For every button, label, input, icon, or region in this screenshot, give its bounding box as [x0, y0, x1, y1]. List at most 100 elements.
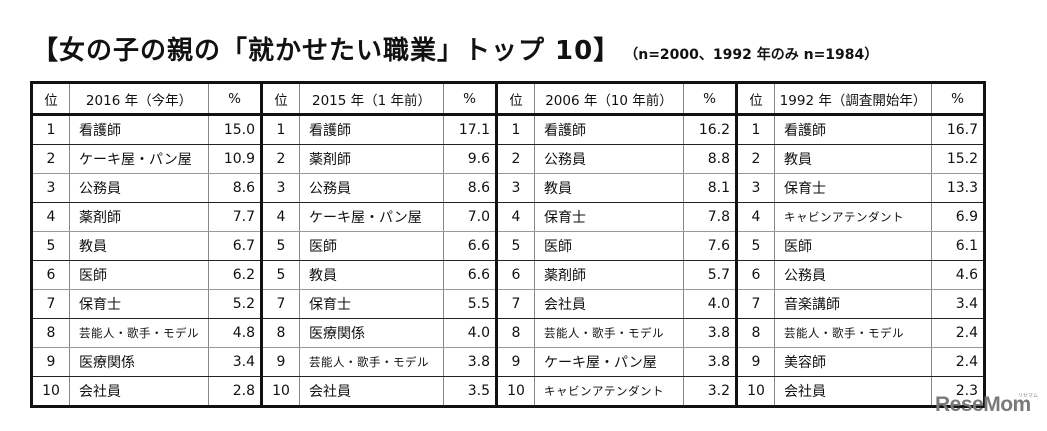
percent-cell: 4.0 [683, 289, 738, 319]
percent-cell: 3.2 [683, 376, 738, 407]
table-row: 8 芸能人・歌手・モデル 4.8 8 医療関係 4.0 8 芸能人・歌手・モデル 3.8 8 芸能人… [31, 318, 985, 348]
percent-cell: 15.0 [208, 114, 263, 145]
job-cell: 薬剤師 [69, 202, 209, 232]
rank-cell: 8 [736, 318, 775, 348]
rank-cell: 8 [31, 318, 70, 348]
percent-cell: 13.3 [931, 173, 985, 203]
table-row: 2 ケーキ屋・パン屋 10.9 2 薬剤師 9.6 2 公務員 8.8 2 教員 15.2 [31, 144, 985, 174]
rank-cell: 2 [31, 144, 70, 174]
percent-cell: 3.8 [683, 318, 738, 348]
percent-cell: 4.8 [208, 318, 263, 348]
rank-cell: 10 [31, 376, 70, 407]
rank-cell: 10 [261, 376, 300, 407]
job-cell: 医師 [774, 231, 932, 261]
job-cell: ケーキ屋・パン屋 [534, 347, 684, 377]
rank-cell: 5 [496, 231, 535, 261]
table-row: 5 教員 6.7 5 医師 6.6 5 医師 7.6 5 医師 6.1 [31, 231, 985, 261]
job-cell: 教員 [299, 260, 444, 290]
job-cell: 教員 [69, 231, 209, 261]
percent-cell: 6.1 [931, 231, 985, 261]
rank-cell: 6 [736, 260, 775, 290]
table-row: 1 看護師 15.0 1 看護師 17.1 1 看護師 16.2 1 看護師 16.7 [31, 114, 985, 145]
job-cell: 薬剤師 [534, 260, 684, 290]
rank-cell: 1 [736, 114, 775, 145]
rank-cell: 3 [496, 173, 535, 203]
header-rank-1992: 位 [736, 82, 775, 116]
percent-cell: 3.4 [208, 347, 263, 377]
percent-cell: 6.2 [208, 260, 263, 290]
rank-cell: 5 [736, 231, 775, 261]
job-cell: 医療関係 [69, 347, 209, 377]
page-title: 【女の子の親の「就かせたい職業」トップ 10】 （n=2000、1992 年のみ… [32, 30, 878, 67]
rank-cell: 8 [261, 318, 300, 348]
percent-cell: 6.9 [931, 202, 985, 232]
percent-cell: 6.7 [208, 231, 263, 261]
percent-cell: 10.9 [208, 144, 263, 174]
job-cell: 教員 [774, 144, 932, 174]
job-cell: 会社員 [299, 376, 444, 407]
table-header-row: 位 2016 年（今年） % 位 2015 年（1 年前） % 位 2006 年… [31, 82, 985, 116]
rank-cell: 9 [31, 347, 70, 377]
rank-cell: 2 [261, 144, 300, 174]
rank-cell: 8 [496, 318, 535, 348]
percent-cell: 3.8 [683, 347, 738, 377]
rank-cell: 9 [496, 347, 535, 377]
rank-cell: 5 [261, 231, 300, 261]
job-cell: 会社員 [69, 376, 209, 407]
rank-cell: 7 [736, 289, 775, 319]
rank-cell: 6 [31, 260, 70, 290]
percent-cell: 3.8 [443, 347, 498, 377]
job-cell: 芸能人・歌手・モデル [69, 318, 209, 348]
rank-cell: 1 [496, 114, 535, 145]
table-row: 9 医療関係 3.4 9 芸能人・歌手・モデル 3.8 9 ケーキ屋・パン屋 3.8 9 美容師 2.… [31, 347, 985, 377]
table-row: 4 薬剤師 7.7 4 ケーキ屋・パン屋 7.0 4 保育士 7.8 4 キャビンアテンダント 6.9 [31, 202, 985, 232]
table-row: 7 保育士 5.2 7 保育士 5.5 7 会社員 4.0 7 音楽講師 3.4 [31, 289, 985, 319]
rank-cell: 10 [496, 376, 535, 407]
job-cell: 芸能人・歌手・モデル [774, 318, 932, 348]
percent-cell: 8.6 [208, 173, 263, 203]
rank-cell: 2 [736, 144, 775, 174]
job-cell: 公務員 [299, 173, 444, 203]
header-year-2016: 2016 年（今年） [69, 82, 209, 116]
job-cell: 会社員 [534, 289, 684, 319]
percent-cell: 9.6 [443, 144, 498, 174]
job-cell: 看護師 [774, 114, 932, 145]
percent-cell: 8.8 [683, 144, 738, 174]
job-cell: ケーキ屋・パン屋 [299, 202, 444, 232]
job-cell: キャビンアテンダント [774, 202, 932, 232]
rank-cell: 9 [261, 347, 300, 377]
percent-cell: 6.6 [443, 231, 498, 261]
percent-cell: 7.6 [683, 231, 738, 261]
percent-cell: 4.6 [931, 260, 985, 290]
job-cell: キャビンアテンダント [534, 376, 684, 407]
percent-cell: 2.4 [931, 347, 985, 377]
rank-cell: 7 [261, 289, 300, 319]
rank-cell: 3 [261, 173, 300, 203]
rank-cell: 1 [31, 114, 70, 145]
rank-cell: 4 [496, 202, 535, 232]
rank-cell: 3 [736, 173, 775, 203]
rank-cell: 10 [736, 376, 775, 407]
percent-cell: 2.8 [208, 376, 263, 407]
percent-cell: 3.4 [931, 289, 985, 319]
rank-cell: 3 [31, 173, 70, 203]
percent-cell: 15.2 [931, 144, 985, 174]
percent-cell: 7.0 [443, 202, 498, 232]
percent-cell: 8.6 [443, 173, 498, 203]
header-rank-2015: 位 [261, 82, 300, 116]
job-cell: 医師 [534, 231, 684, 261]
header-pct-2015: % [443, 82, 498, 116]
job-cell: ケーキ屋・パン屋 [69, 144, 209, 174]
rank-cell: 5 [261, 260, 300, 290]
job-cell: 看護師 [69, 114, 209, 145]
table-row: 6 医師 6.2 5 教員 6.6 6 薬剤師 5.7 6 公務員 4.6 [31, 260, 985, 290]
rank-cell: 4 [31, 202, 70, 232]
job-cell: 医師 [299, 231, 444, 261]
resemom-logo: ReseMom [935, 393, 1031, 416]
percent-cell: 7.7 [208, 202, 263, 232]
rank-cell: 9 [736, 347, 775, 377]
rank-cell: 6 [496, 260, 535, 290]
percent-cell: 17.1 [443, 114, 498, 145]
header-year-2015: 2015 年（1 年前） [299, 82, 444, 116]
percent-cell: 3.5 [443, 376, 498, 407]
